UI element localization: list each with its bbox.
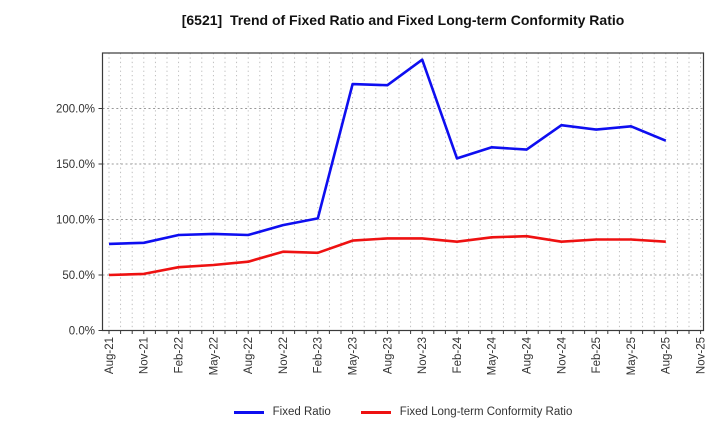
x-tick-label: Nov-21 — [139, 337, 151, 374]
x-tick-label: May-22 — [208, 337, 220, 375]
x-tick-label: Aug-23 — [382, 337, 394, 374]
series-line — [108, 58, 667, 246]
y-tick-label: 100.0% — [56, 214, 95, 226]
x-tick-label: Nov-23 — [417, 337, 429, 374]
x-tick-label: Feb-22 — [174, 337, 186, 373]
legend-item-fixed-ratio: Fixed Ratio — [233, 406, 331, 418]
x-tick-label: Aug-24 — [522, 336, 534, 374]
x-tick-label: Feb-25 — [591, 337, 603, 373]
legend-label: Fixed Long-term Conformity Ratio — [399, 406, 573, 418]
chart-title: [6521] Trend of Fixed Ratio and Fixed Lo… — [181, 12, 625, 28]
legend-line-icon — [233, 410, 264, 414]
plot-border — [101, 52, 705, 332]
x-tick-label: Nov-25 — [696, 337, 708, 374]
x-tick-label: Aug-21 — [104, 337, 116, 374]
x-tick-label: Aug-25 — [661, 337, 673, 374]
legend-item-fixed-longterm-conformity-ratio: Fixed Long-term Conformity Ratio — [360, 406, 573, 418]
y-tick-label: 200.0% — [56, 103, 95, 115]
y-tick-label: 50.0% — [62, 270, 95, 282]
x-tick-label: Aug-22 — [243, 337, 255, 374]
legend-line-icon — [360, 410, 391, 414]
series-line — [108, 234, 666, 277]
chart-legend: Fixed Ratio Fixed Long-term Conformity R… — [102, 406, 704, 418]
x-tick-label: Feb-23 — [313, 337, 325, 373]
x-tick-label: Nov-22 — [278, 337, 290, 374]
x-tick-label: May-23 — [348, 337, 360, 375]
y-tick-label: 0.0% — [69, 325, 95, 337]
x-tick-label: Nov-24 — [556, 336, 568, 374]
x-tick-label: May-24 — [487, 336, 499, 375]
x-tick-label: Feb-24 — [452, 336, 464, 373]
legend-label: Fixed Ratio — [272, 406, 331, 418]
x-tick-label: May-25 — [626, 337, 638, 375]
y-tick-label: 150.0% — [56, 159, 95, 171]
